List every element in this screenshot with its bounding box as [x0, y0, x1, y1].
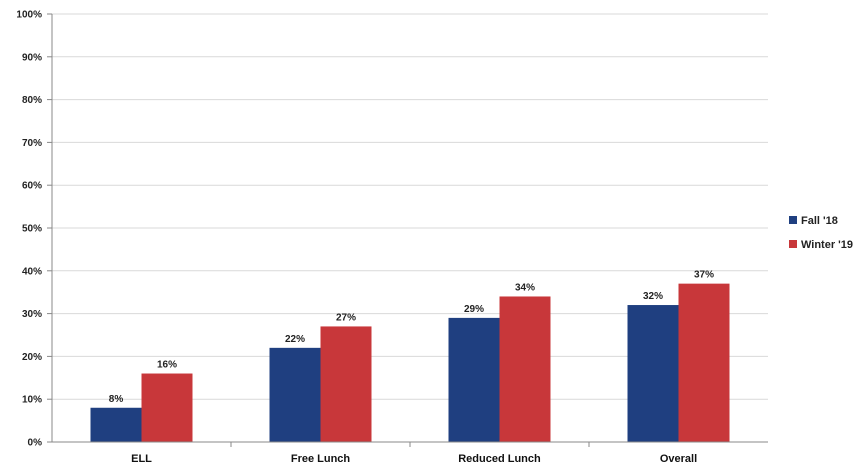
legend-label: Fall '18	[801, 215, 838, 227]
y-tick-label: 40%	[22, 266, 42, 277]
y-tick-label: 80%	[22, 95, 42, 106]
category-label: ELL	[131, 453, 152, 465]
legend-label: Winter '19	[801, 239, 853, 251]
x-axis-categories: ELL Free Lunch Reduced Lunch Overall	[131, 453, 697, 465]
y-tick-label: 60%	[22, 181, 42, 192]
bar-winter-19	[499, 296, 551, 442]
category-label: Free Lunch	[291, 453, 351, 465]
y-tick-label: 90%	[22, 52, 42, 63]
data-label: 29%	[464, 304, 484, 315]
data-label: 34%	[515, 282, 535, 293]
data-label: 22%	[285, 334, 305, 345]
data-label: 32%	[643, 291, 663, 302]
legend-swatch	[789, 240, 797, 248]
data-label: 27%	[336, 312, 356, 323]
gridlines	[52, 13, 768, 400]
bar-winter-19	[141, 373, 193, 442]
data-label: 37%	[694, 270, 714, 281]
y-tick-label: 10%	[22, 395, 42, 406]
bar-fall-18	[627, 305, 679, 442]
category-label: Reduced Lunch	[458, 453, 541, 465]
y-tick-label: 50%	[22, 224, 42, 235]
bar-fall-18	[448, 317, 500, 442]
y-axis-ticks: 0% 10% 20% 30% 40% 50% 60% 70% 80% 90% 100%	[16, 10, 52, 449]
y-tick-label: 70%	[22, 138, 42, 149]
bars	[90, 283, 730, 442]
data-labels: 8% 16% 22% 27% 29% 34% 32% 37%	[109, 270, 714, 405]
data-label: 8%	[109, 394, 124, 405]
category-label: Overall	[660, 453, 697, 465]
bar-winter-19	[678, 283, 730, 442]
y-tick-label: 0%	[28, 438, 43, 449]
legend-swatch	[789, 216, 797, 224]
y-tick-label: 100%	[16, 10, 42, 21]
axes	[51, 14, 768, 447]
y-tick-label: 20%	[22, 352, 42, 363]
bar-fall-18	[90, 407, 142, 442]
bar-winter-19	[320, 326, 372, 442]
bar-fall-18	[269, 347, 321, 442]
y-tick-label: 30%	[22, 309, 42, 320]
data-label: 16%	[157, 360, 177, 371]
legend: Fall '18 Winter '19	[789, 215, 853, 251]
